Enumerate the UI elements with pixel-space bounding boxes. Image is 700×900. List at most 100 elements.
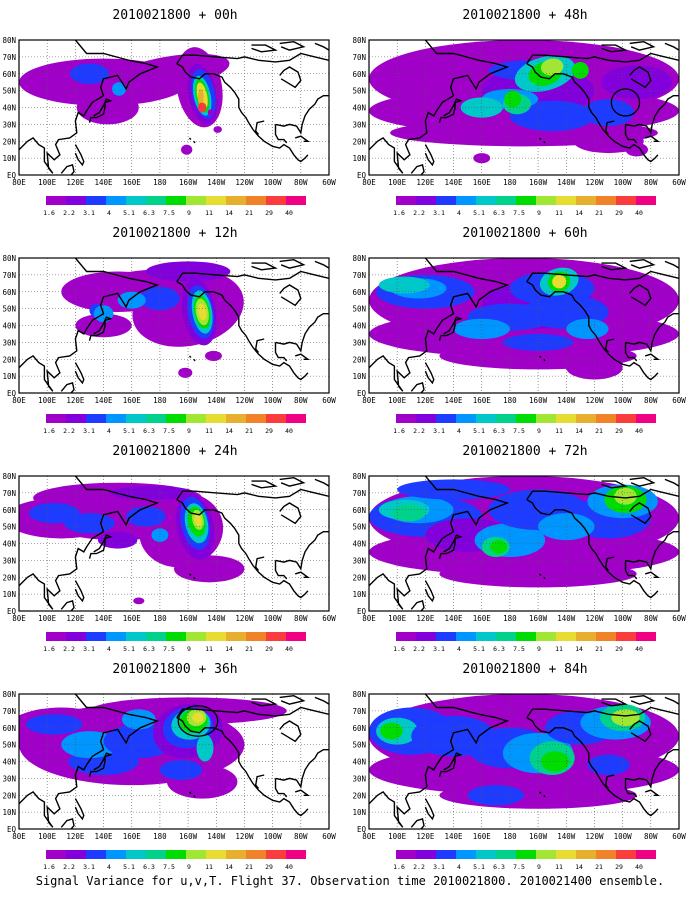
lat-tick-label: 10N (352, 372, 366, 381)
colorbar-label: 29 (615, 209, 623, 217)
lon-tick-label: 100W (264, 178, 283, 187)
lon-tick-label: 120E (416, 832, 435, 841)
lat-tick-label: 20N (2, 791, 16, 800)
coastline (526, 498, 659, 599)
colorbar-label: 2.2 (413, 863, 425, 871)
lat-tick-label: 30N (2, 338, 16, 347)
colorbar-label: 9 (537, 427, 541, 435)
colorbar-label: 5.1 (473, 645, 485, 653)
lon-tick-label: 160E (123, 178, 142, 187)
variance-contour (213, 126, 222, 133)
lon-tick-label: 140E (445, 614, 464, 623)
lat-tick-label: 40N (352, 758, 366, 767)
lat-tick-label: 20N (352, 791, 366, 800)
variance-contour (460, 97, 503, 118)
variance-contour (380, 722, 403, 740)
variance-contour (490, 540, 508, 554)
coastline (629, 40, 656, 51)
colorbar-swatch (126, 632, 146, 641)
coastline (424, 144, 435, 167)
colorbar-swatch (496, 414, 516, 423)
colorbar-swatch (516, 850, 536, 859)
colorbar-label: 14 (225, 209, 233, 217)
colorbar-swatch (416, 632, 436, 641)
coastlines (369, 258, 679, 393)
coastline (629, 694, 656, 705)
lat-tick-label: 20N (352, 355, 366, 364)
colorbar-swatch (186, 414, 206, 423)
coastline (624, 560, 638, 580)
coastline (438, 98, 463, 123)
coastline (254, 120, 265, 135)
lon-tick-label: 100W (614, 832, 633, 841)
lat-tick-label: 50N (352, 87, 366, 96)
lat-tick-label: 50N (2, 305, 16, 314)
colorbar-label: 3.1 (83, 209, 95, 217)
lon-tick-label: 180 (503, 178, 517, 187)
variance-contour (178, 367, 193, 378)
lat-tick-label: 40N (352, 104, 366, 113)
coastline (193, 576, 196, 580)
lon-tick-label: 60W (672, 614, 686, 623)
lon-tick-label: 100W (614, 614, 633, 623)
coastline (74, 580, 85, 603)
coastline (644, 789, 661, 796)
map-frame (368, 693, 680, 830)
coastline (369, 40, 510, 174)
colorbar-label: 9 (187, 209, 191, 217)
lat-tick-label: 50N (2, 741, 16, 750)
colorbar: 1.6 2.2 3.1 4 5.1 6.3 7.5 9 11 14 21 29 40 (43, 850, 306, 871)
variance-contour (566, 355, 623, 380)
colorbar: 1.6 2.2 3.1 4 5.1 6.3 7.5 9 11 14 21 29 40 (43, 414, 306, 435)
coastline (188, 355, 192, 359)
variance-contour (145, 261, 231, 282)
panel-title: 2010021800 + 60h (462, 226, 588, 241)
colorbar-label: 29 (265, 209, 273, 217)
coastline (176, 716, 309, 817)
colorbar: 1.6 2.2 3.1 4 5.1 6.3 7.5 9 11 14 21 29 40 (393, 414, 656, 435)
colorbar-swatch (416, 196, 436, 205)
colorbar-label: 5.1 (473, 427, 485, 435)
variance-contour (378, 276, 430, 294)
lon-tick-label: 100E (38, 614, 57, 623)
colorbar-swatch (396, 632, 416, 641)
lon-tick-label: 140W (557, 178, 576, 187)
lon-tick-label: 100E (38, 396, 57, 405)
lon-tick-label: 80W (644, 178, 658, 187)
lon-tick-label: 120E (66, 832, 85, 841)
lon-tick-label: 140E (95, 832, 114, 841)
lat-tick-label: 20N (2, 573, 16, 582)
colorbar-swatch (86, 414, 106, 423)
colorbar-label: 11 (205, 209, 213, 217)
coastline (193, 358, 196, 362)
lon-tick-label: 120E (66, 614, 85, 623)
coastline (644, 353, 661, 360)
lat-tick-label: EQ (357, 171, 367, 180)
colorbar-label: 4 (107, 209, 111, 217)
lon-tick-label: 120W (585, 614, 604, 623)
panel-12h: 2010021800 + 12h 80N 70N 60N 50N 40N 30N 20N 10… (0, 218, 350, 443)
lon-tick-label: 160E (123, 614, 142, 623)
variance-contour (587, 754, 630, 775)
variance-contour (509, 100, 595, 132)
colorbar-swatch (396, 196, 416, 205)
coastline (369, 694, 510, 828)
colorbar-label: 3.1 (83, 427, 95, 435)
colorbar-label: 21 (245, 209, 253, 217)
lon-tick-label: 160E (473, 178, 492, 187)
coastline (274, 560, 288, 580)
coastline (188, 137, 192, 141)
lat-tick-label: 40N (2, 322, 16, 331)
panel-title: 2010021800 + 48h (462, 8, 588, 23)
colorbar-label: 2.2 (63, 209, 75, 217)
coastlines (19, 694, 329, 829)
coastlines (369, 476, 679, 611)
highlight-circle (610, 88, 641, 117)
colorbar-label: 14 (225, 427, 233, 435)
colorbar-swatch (556, 196, 576, 205)
lat-tick-label: 30N (2, 556, 16, 565)
lat-tick-label: 20N (2, 355, 16, 364)
variance-contour (571, 61, 589, 79)
colorbar-swatch (496, 196, 516, 205)
